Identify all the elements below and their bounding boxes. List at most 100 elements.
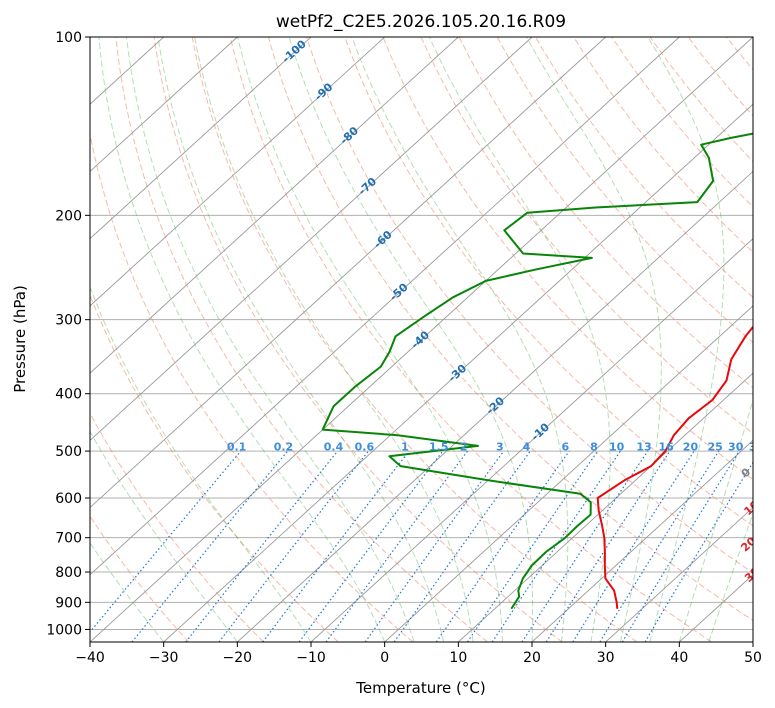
moist-adiabat-line — [90, 430, 238, 642]
dry-adiabat-line — [90, 293, 339, 642]
y-tick-label: 400 — [55, 387, 82, 403]
isotherm-line — [90, 37, 533, 441]
x-axis-ticks: −40 −30 −20 −10 0 10 20 30 40 50 — [75, 642, 762, 666]
mixing-ratio-label: 1.5 — [429, 441, 449, 454]
x-tick-label: 30 — [597, 650, 615, 666]
isotherm-line — [310, 238, 753, 642]
x-tick-label: −10 — [296, 650, 326, 666]
isotherm-line — [237, 170, 753, 642]
mixing-ratio-line — [599, 450, 720, 642]
mixing-ratio-label: 0.2 — [274, 441, 294, 454]
y-tick-label: 600 — [55, 491, 82, 507]
dry-adiabat-line — [90, 515, 190, 642]
isotherm-line — [163, 103, 753, 642]
mixing-ratio-line — [218, 450, 369, 642]
plot-frame — [89, 36, 754, 643]
y-tick-label: 1000 — [46, 622, 82, 638]
mixing-ratio-label: 16 — [659, 441, 675, 454]
mixing-ratio-line — [185, 450, 339, 642]
y-tick-label: 300 — [55, 313, 82, 329]
x-tick-label: 10 — [449, 650, 467, 666]
isotherm-line — [90, 37, 606, 509]
y-tick-label: 200 — [55, 208, 82, 224]
dry-adiabat-line — [191, 37, 638, 642]
y-tick-label: 800 — [55, 565, 82, 581]
dry-adiabat-line — [90, 412, 264, 642]
mixing-ratio-line — [131, 450, 289, 642]
x-tick-label: 0 — [380, 650, 389, 666]
dry-adiabat-line — [90, 131, 414, 642]
dry-adiabat-line — [115, 37, 488, 642]
mixing-ratio-label: 0.4 — [324, 441, 344, 454]
isotherm-line — [605, 506, 753, 642]
profile-series — [321, 132, 753, 609]
y-tick-label: 900 — [55, 595, 82, 611]
mixing-ratio-label: 6 — [562, 441, 570, 454]
dry-adiabat-line — [382, 37, 753, 481]
moist-adiabat-line — [647, 37, 725, 642]
mixing-ratio-label: 36 — [749, 441, 765, 454]
mixing-ratio-label: 25 — [708, 441, 723, 454]
moist-adiabat-line — [194, 37, 474, 642]
x-tick-label: 50 — [744, 650, 762, 666]
dry-adiabat-line — [268, 37, 753, 622]
isotherm-line — [90, 37, 312, 240]
mixing-ratio-line — [364, 450, 505, 642]
mixing-ratio-label: 10 — [609, 441, 625, 454]
moist-adiabat-line — [526, 37, 662, 642]
mixing-ratio-label: 20 — [683, 441, 699, 454]
dry-adiabat-line — [496, 37, 753, 344]
dry-adiabats — [90, 37, 753, 642]
y-axis-ticks: 1000 900 800 700 600 500 400 300 200 100 — [46, 30, 90, 638]
moist-adiabat-label: 30 — [742, 565, 762, 585]
dry-adiabat-line — [611, 37, 753, 208]
mixing-ratio-label: 8 — [590, 441, 598, 454]
mixing-ratio-line — [393, 450, 531, 642]
y-tick-label: 100 — [55, 30, 82, 46]
moist-adiabat-line — [351, 37, 569, 642]
moist-adiabat-label: 10 — [742, 498, 762, 518]
mixing-ratio-line — [262, 450, 410, 642]
moist-adiabat-line — [157, 37, 445, 642]
moist-adiabat-line — [288, 37, 534, 642]
mixing-ratio-label: 30 — [728, 441, 744, 454]
mixing-ratio-line — [90, 450, 242, 633]
mixing-ratio-line — [466, 450, 599, 642]
isotherm-line — [90, 37, 385, 307]
isotherm-line — [90, 37, 680, 576]
mixing-ratio-line — [644, 461, 753, 642]
dry-adiabat-line — [153, 37, 563, 642]
x-axis-label: Temperature (°C) — [355, 679, 485, 697]
dry-adiabat-line — [306, 37, 753, 574]
isotherm-line — [531, 439, 753, 642]
x-tick-label: 20 — [523, 650, 541, 666]
mixing-ratio-label: 4 — [523, 441, 531, 454]
isotherm-line — [90, 37, 238, 173]
dry-adiabat-line — [535, 37, 753, 298]
moist-adiabat-line — [126, 37, 415, 642]
moist-adiabat-line — [237, 37, 503, 642]
mixing-ratio-label: 0.6 — [355, 441, 375, 454]
mixing-ratio-lines — [90, 450, 753, 642]
x-tick-label: 40 — [670, 650, 688, 666]
mixing-ratio-label: 0.1 — [227, 441, 247, 454]
y-tick-label: 500 — [55, 444, 82, 460]
mixing-ratio-line — [545, 450, 671, 642]
moist-adiabat-line — [90, 285, 312, 642]
mixing-ratio-line — [621, 450, 740, 642]
isotherm-line — [458, 372, 753, 642]
x-tick-label: −40 — [75, 650, 105, 666]
mixing-ratio-label: 3 — [496, 441, 504, 454]
isotherm-line — [90, 37, 459, 374]
dry-adiabat-line — [573, 37, 753, 253]
chart-title: wetPf2_C2E5.2026.105.20.16.R09 — [276, 12, 566, 32]
mixing-ratio-label: 1 — [401, 441, 409, 454]
dry-adiabat-line — [229, 37, 712, 642]
isotherm-line — [384, 305, 753, 642]
mixing-ratio-label: 13 — [636, 441, 651, 454]
y-tick-label: 700 — [55, 531, 82, 547]
dewpoint-profile-line — [321, 132, 753, 609]
temperature-profile-line — [596, 325, 753, 609]
